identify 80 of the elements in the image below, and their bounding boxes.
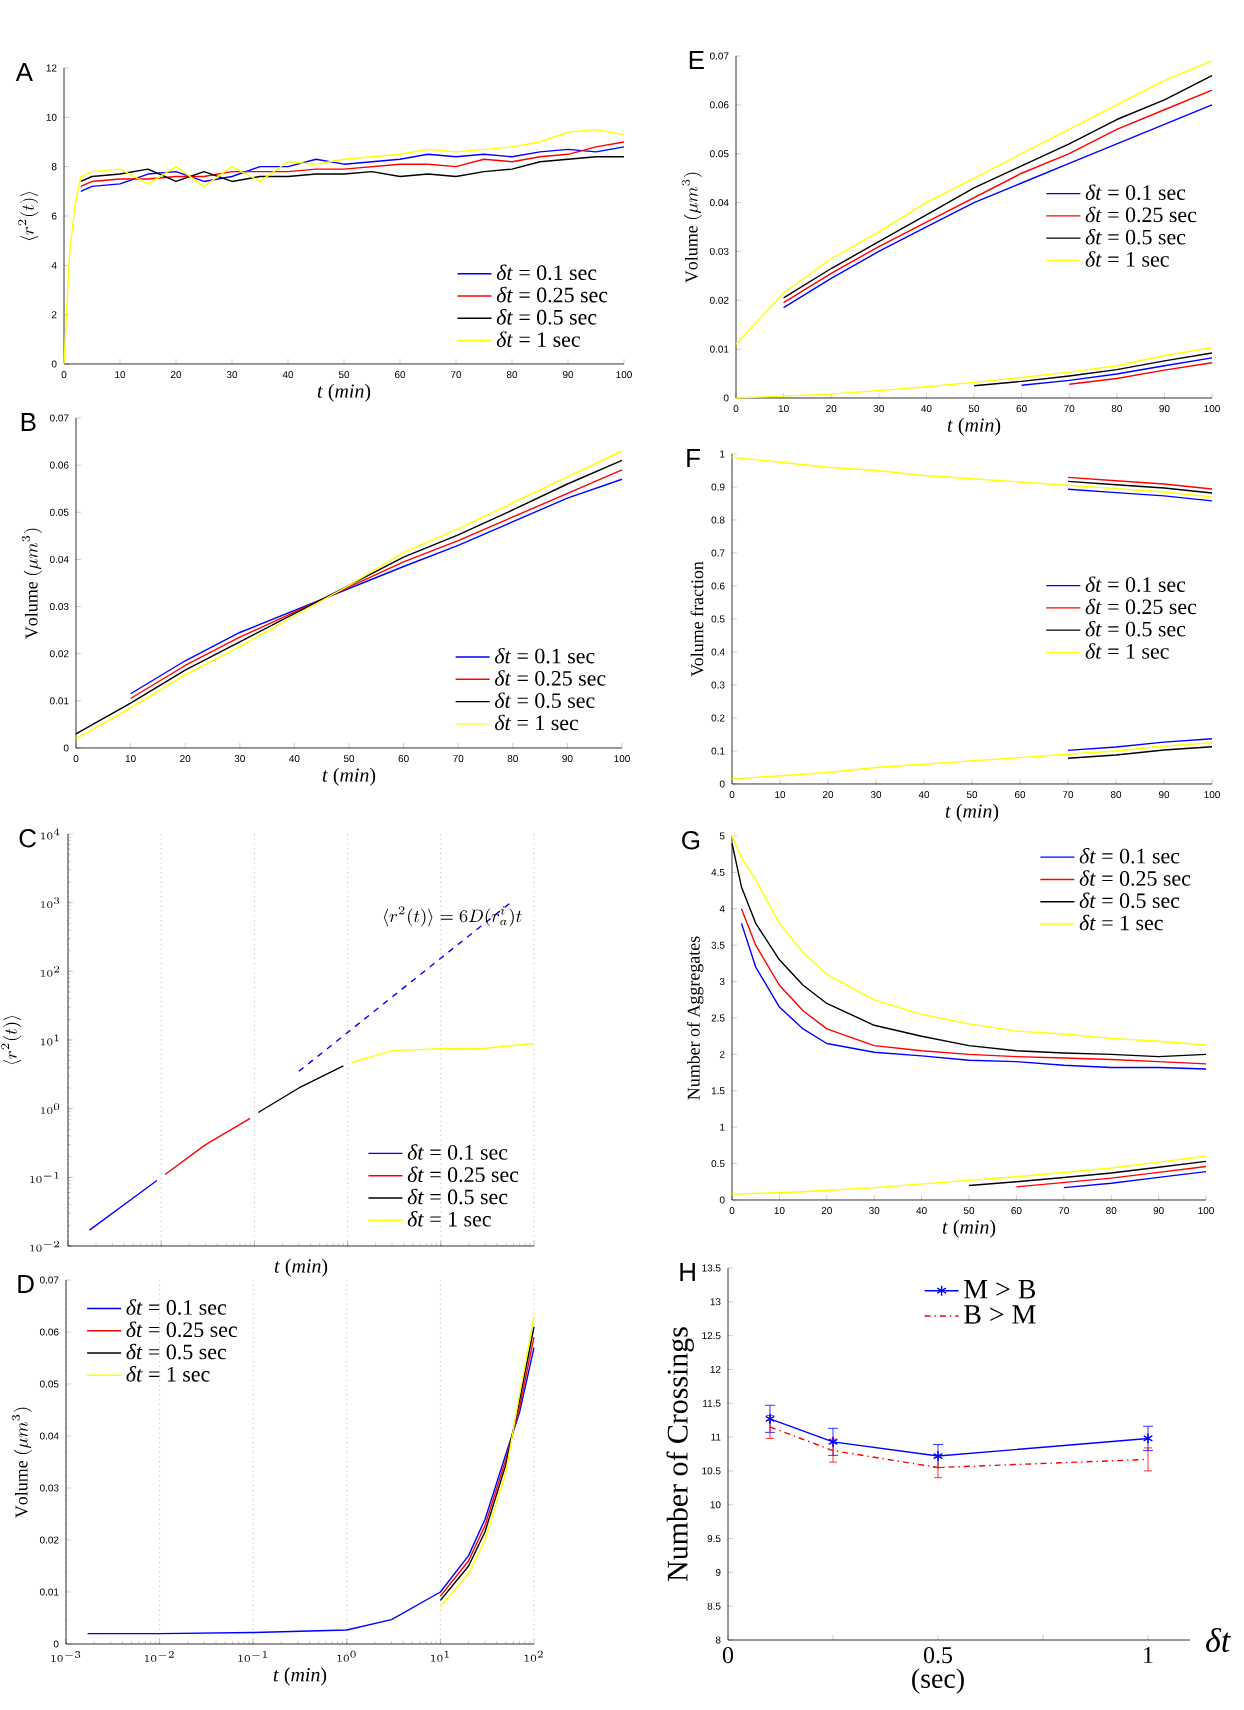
y-axis-title: $\mathrm{Volume}\ (\mu m^3)$ (11, 1407, 32, 1518)
line-series (80, 156, 625, 183)
chart-title: E (689, 51, 704, 69)
legend-label: δt = 1 sec (1079, 914, 1163, 931)
legend-label: δt = 0.5 sec (496, 309, 597, 325)
x-axis-title: t (min) (942, 1219, 996, 1238)
x-axis-title: t (min) (274, 1258, 328, 1277)
legend-label: δt = 0.1 sec (494, 647, 595, 664)
x-axis-title: t (min) (945, 803, 999, 822)
legend-label: δt = 1 sec (496, 331, 580, 347)
x-tick-label: 1 (1144, 1647, 1153, 1663)
y-axis-title: $\mathrm{Volume}\ (\mu m^3)$ (21, 528, 42, 639)
x-axis-title: t (min) (317, 383, 371, 402)
legend-label: δt = 0.25 sec (1085, 206, 1197, 223)
legend-label: δt = 0.5 sec (494, 692, 595, 709)
legend-label: δt = 0.5 sec (1079, 892, 1180, 909)
point (932, 1450, 944, 1462)
y-tick-label: $10^{2}$ (41, 965, 60, 977)
y-tick-label: $10^{0}$ (41, 1103, 60, 1115)
chart-title: C (19, 829, 36, 848)
text: (sec) (912, 1668, 964, 1694)
x-axis-title: t (min) (273, 1667, 327, 1686)
x-tick-label: $10^{-1}$ (238, 1651, 268, 1662)
line-series (731, 742, 1213, 780)
y-axis-title: Number of Crossings (666, 1327, 694, 1581)
legend-label: δt = 1 sec (1085, 251, 1169, 267)
legend-label: δt = 0.25 sec (494, 670, 606, 686)
legend-label: δt = 0.5 sec (1085, 620, 1186, 637)
legend-label: δt = 1 sec (494, 714, 579, 731)
chart-title: G (682, 831, 700, 850)
x-axis-title: t (min) (947, 417, 1001, 436)
legend-label: δt = 0.25 sec (126, 1321, 238, 1338)
line-series (1020, 357, 1213, 386)
x-tick-label: 0.5 (923, 1647, 953, 1664)
chart-title: H (680, 1263, 695, 1281)
legend-label: δt = 0.5 sec (126, 1343, 227, 1360)
x-tick-label: $10^{-2}$ (144, 1651, 174, 1662)
legend-label: δt = 0.1 sec (126, 1299, 227, 1315)
line-series (1068, 362, 1213, 385)
x-axis-title: t (min) (322, 767, 376, 786)
y-axis-title: $\langle r^2(t)\rangle$ (1, 1015, 22, 1065)
chart-title: F (687, 449, 700, 467)
legend-label: δt = 0.25 sec (407, 1166, 519, 1183)
legend-label: M > B (964, 1280, 1035, 1299)
y-tick-label: $10^{-1}$ (30, 1172, 59, 1183)
legend-label: δt = 0.1 sec (1085, 184, 1186, 201)
y-tick-label: $10^{-2}$ (30, 1240, 60, 1252)
chart-title: D (18, 1275, 34, 1293)
y-tick-label: $10^{3}$ (41, 897, 60, 909)
y-axis-title: $\langle r^2(t)\rangle$ (18, 191, 39, 241)
legend-label: δt = 0.1 sec (407, 1144, 508, 1160)
y-tick-label: $10^{4}$ (41, 828, 60, 840)
y-axis-title: Volume fraction (690, 561, 704, 677)
y-axis-title: Number of Aggregates (686, 936, 704, 1100)
chart-title: A (15, 63, 33, 81)
legend-label: δt = 0.1 sec (1085, 576, 1186, 593)
line-series (968, 1160, 1207, 1187)
legend-label: δt = 0.1 sec (496, 264, 597, 281)
legend-label: δt = 1 sec (1085, 643, 1169, 659)
x-tick-label: $10^{-3}$ (51, 1651, 81, 1662)
line-series (973, 352, 1213, 387)
legend-label: δt = 1 sec (407, 1211, 491, 1227)
legend-label: B > M (964, 1305, 1036, 1324)
chart-title: B (21, 413, 36, 431)
y-tick-label: $10^{1}$ (41, 1034, 59, 1046)
legend-label: δt = 0.5 sec (407, 1188, 508, 1205)
line-series (350, 1042, 535, 1064)
x-tick-label: $10^{2}$ (524, 1650, 543, 1662)
legend-label: δt = 1 sec (126, 1366, 210, 1382)
annotation: $\langle r^2(t)\rangle = 6D(r_a^i)t$ (383, 906, 522, 927)
line-series (1063, 1170, 1207, 1189)
legend-label: δt = 0.25 sec (1079, 870, 1191, 886)
x-tick-label: $10^{1}$ (431, 1650, 449, 1662)
x-axis-title: δt (1206, 1628, 1231, 1653)
legend-label: δt = 0.1 sec (1079, 848, 1180, 864)
x-tick-label: $10^{0}$ (337, 1650, 356, 1662)
legend-label: δt = 0.25 sec (1085, 598, 1197, 615)
legend-label: δt = 0.25 sec (496, 286, 608, 303)
y-axis-title: $\mathrm{Volume}\ (\mu m^3)$ (681, 172, 702, 283)
legend-label: δt = 0.5 sec (1085, 228, 1186, 245)
